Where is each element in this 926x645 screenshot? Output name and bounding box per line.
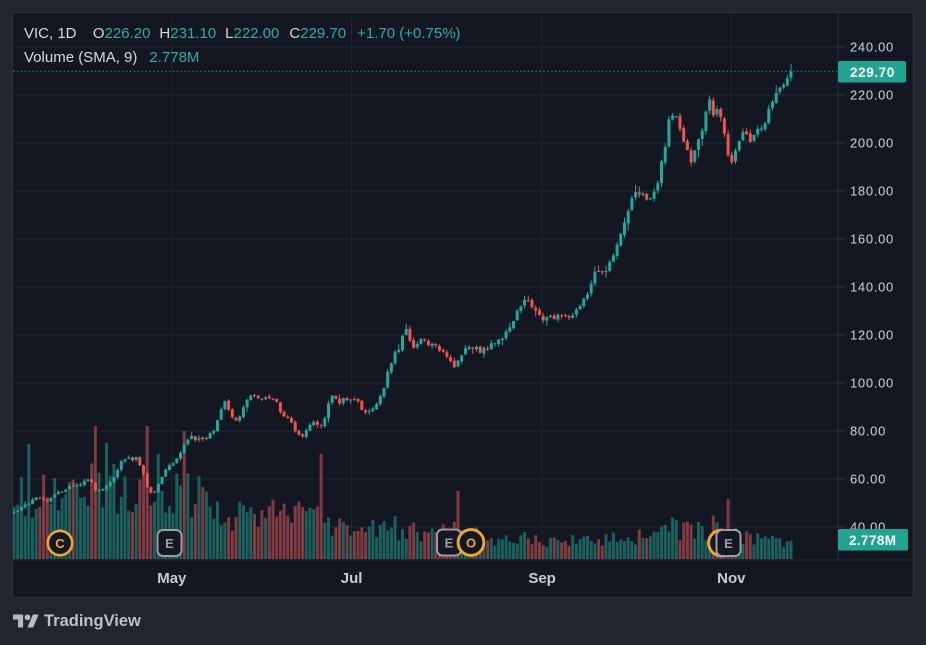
- svg-text:180.00: 180.00: [850, 184, 894, 199]
- svg-text:140.00: 140.00: [850, 280, 894, 295]
- svg-text:220.00: 220.00: [850, 88, 894, 103]
- svg-text:E: E: [445, 535, 454, 550]
- svg-text:O: O: [466, 535, 476, 550]
- svg-text:100.00: 100.00: [850, 376, 894, 391]
- svg-text:200.00: 200.00: [850, 136, 894, 151]
- svg-text:120.00: 120.00: [850, 328, 894, 343]
- svg-text:240.00: 240.00: [850, 40, 894, 55]
- svg-text:E: E: [724, 536, 733, 551]
- svg-text:160.00: 160.00: [850, 232, 894, 247]
- svg-text:E: E: [165, 536, 174, 551]
- svg-text:60.00: 60.00: [850, 472, 886, 487]
- svg-text:80.00: 80.00: [850, 424, 886, 439]
- svg-text:C: C: [55, 536, 65, 551]
- svg-text:229.70: 229.70: [850, 65, 895, 80]
- svg-text:2.778M: 2.778M: [849, 533, 896, 548]
